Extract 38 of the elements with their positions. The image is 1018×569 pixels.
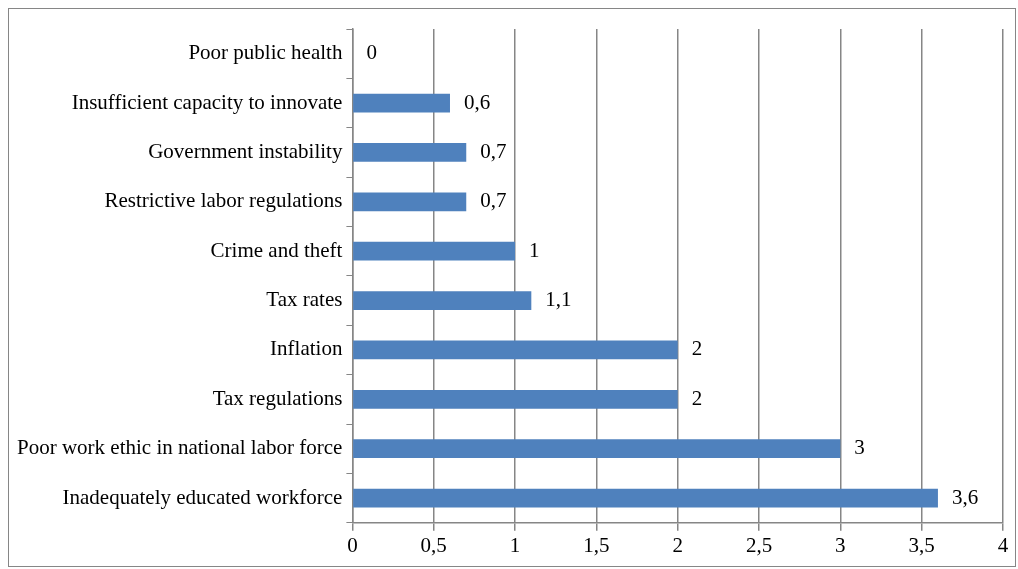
bar [353,93,450,113]
y-tick-label: Inadequately educated workforce [62,484,343,509]
x-tick-label: 0,5 [420,532,447,557]
x-tick-label: 1,5 [583,532,610,557]
data-label: 0 [366,40,377,65]
x-tick-label: 2,5 [745,532,773,557]
y-tick-label: Insufficient capacity to innovate [71,89,343,114]
data-label: 0,7 [480,188,507,213]
data-label: 2 [691,336,703,361]
y-tick-label: Poor work ethic in national labor force [16,435,343,460]
bar [353,340,678,360]
x-tick-label: 0 [347,532,358,557]
y-tick-label: Inflation [270,336,343,361]
bar [353,241,516,261]
x-tick-label: 3 [835,532,846,557]
x-tick-label: 2 [672,532,683,557]
bar [353,192,467,212]
x-tick-label: 4 [997,532,1009,557]
bar [353,488,938,508]
data-label: 1,1 [545,287,572,312]
x-tick-label: 3,5 [908,532,935,557]
data-label: 3,6 [951,484,979,509]
x-tick-label: 1 [509,532,521,557]
y-tick-label: Restrictive labor regulations [104,188,343,213]
bar [353,389,678,409]
y-tick-label: Tax regulations [212,385,343,410]
y-tick-label: Crime and theft [210,237,343,262]
data-label: 2 [691,385,703,410]
data-label: 0,6 [463,89,491,114]
y-tick-label: Poor public health [188,40,343,65]
y-tick-label: Tax rates [266,287,343,312]
bar [353,291,532,310]
bar [353,439,841,459]
data-label: 3 [854,435,865,460]
bar [353,143,467,162]
data-label: 1 [529,237,540,262]
y-tick-label: Government instability [148,138,343,163]
data-label: 0,7 [480,138,507,163]
